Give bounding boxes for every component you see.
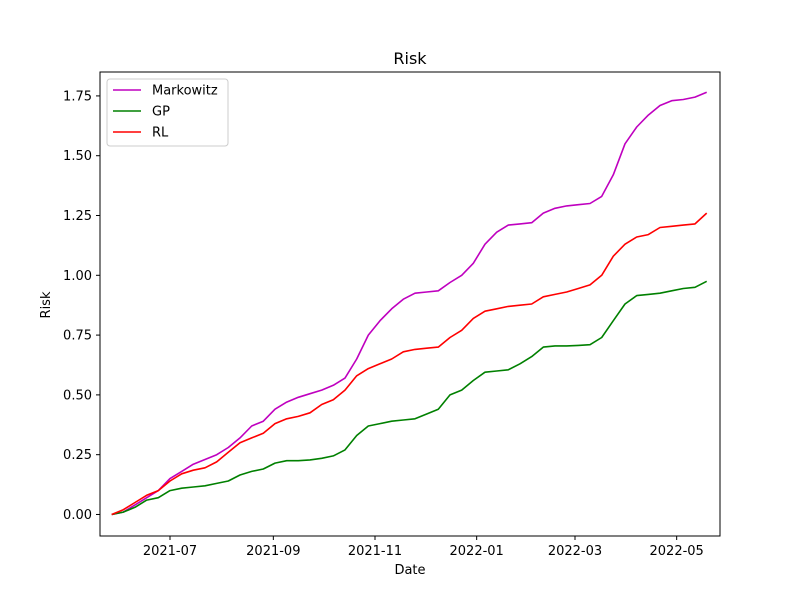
y-tick-label: 1.50 (63, 149, 92, 164)
chart-title: Risk (393, 49, 427, 68)
x-axis-label: Date (394, 563, 425, 578)
x-tick-label: 2021-11 (348, 544, 402, 559)
series-line-markowitz (111, 91, 708, 516)
x-tick-label: 2022-05 (650, 544, 704, 559)
series-line-rl (111, 212, 708, 516)
y-tick-label: 1.00 (63, 269, 92, 284)
legend-label-markowitz: Markowitz (152, 84, 218, 99)
series-lines (111, 91, 708, 516)
x-tick-label: 2021-09 (246, 544, 300, 559)
legend-box (106, 78, 229, 147)
y-tick-label: 0.00 (63, 508, 92, 523)
legend-label-rl: RL (152, 126, 169, 141)
y-axis: 0.00 0.25 0.50 0.75 1.00 1.25 1.50 1.75 (63, 89, 100, 523)
y-tick-label: 0.50 (63, 388, 92, 403)
y-tick-label: 0.25 (63, 448, 92, 463)
plot-area: 2021-07 2021-09 2021-11 2022-01 2022-03 2022-… (63, 71, 721, 559)
x-tick-label: 2021-07 (143, 544, 197, 559)
series-line-gp (111, 280, 708, 516)
x-tick-label: 2022-03 (548, 544, 602, 559)
y-tick-label: 0.75 (63, 329, 92, 344)
y-axis-label: Risk (39, 291, 54, 318)
axes-frame (99, 71, 721, 537)
legend: Markowitz GP RL (106, 78, 229, 147)
y-tick-label: 1.75 (63, 89, 92, 104)
y-tick-label: 1.25 (63, 209, 92, 224)
x-tick-label: 2022-01 (450, 544, 504, 559)
x-axis: 2021-07 2021-09 2021-11 2022-01 2022-03 2022-… (143, 536, 704, 559)
legend-label-gp: GP (152, 105, 170, 120)
